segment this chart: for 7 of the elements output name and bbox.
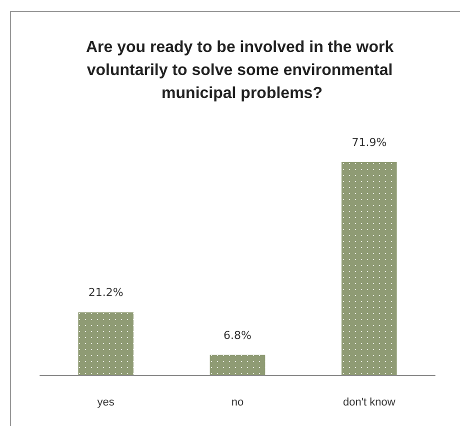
data-label: 6.8% (224, 328, 252, 342)
chart-title: Are you ready to be involved in the work voluntarily to solve some environmental municipal problems? (86, 39, 398, 102)
data-label: 71.9% (352, 136, 387, 149)
data-label: 21.2% (88, 286, 124, 300)
x-tick-label: don't know (343, 396, 396, 408)
x-tick-label: yes (97, 396, 115, 408)
x-tick-label: no (231, 396, 244, 408)
